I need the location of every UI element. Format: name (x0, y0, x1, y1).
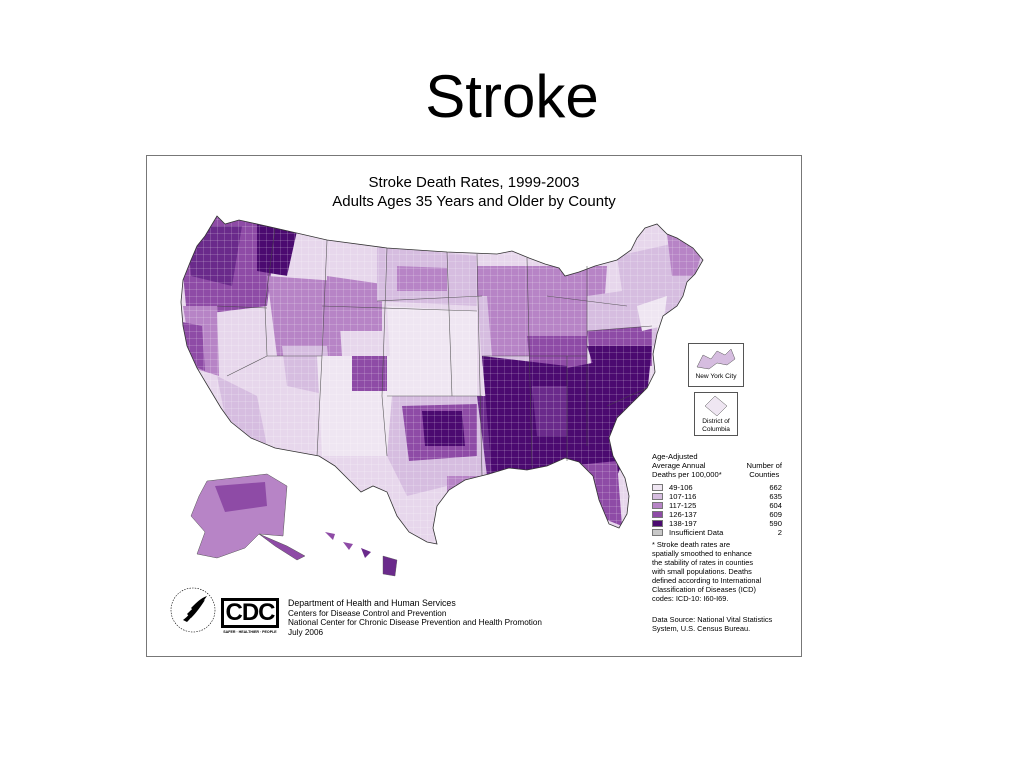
legend-count: 590 (769, 519, 782, 528)
legend-count-heading-line2: Counties (749, 470, 780, 479)
credit-line2: Centers for Disease Control and Preventi… (288, 608, 447, 618)
legend-count: 662 (769, 483, 782, 492)
data-source-note: Data Source: National Vital Statistics S… (652, 615, 773, 633)
map-title-line2: Adults Ages 35 Years and Older by County (332, 193, 616, 210)
legend-range: 49-106 (669, 483, 693, 492)
agency-credits: Department of Health and Human Services … (288, 598, 542, 637)
us-choropleth-map (180, 215, 704, 577)
legend-count: 609 (769, 510, 782, 519)
legend-heading-line3: Deaths per 100,000* (652, 470, 722, 479)
dc-inset-label-line2: Columbia (702, 426, 730, 433)
nyc-inset-label: New York City (695, 373, 737, 380)
legend-headings: Age-Adjusted Average Annual Deaths per 1… (652, 452, 782, 479)
dc-inset-label-line1: District of (702, 418, 730, 425)
cdc-logo: CDC SAFER · HEALTHIER · PEOPLE (221, 598, 279, 636)
legend-row: 49-106 662 (652, 483, 782, 492)
legend-count: 2 (777, 528, 782, 537)
map-figure: Stroke Death Rates, 1999-2003 Adults Age… (146, 155, 802, 657)
slide-title: Stroke (425, 63, 599, 130)
legend-heading-line2: Average Annual (652, 461, 706, 470)
credit-line1: Department of Health and Human Services (288, 598, 456, 608)
legend-count: 604 (769, 501, 782, 510)
alaska (190, 473, 306, 561)
legend-swatch (652, 511, 663, 518)
hhs-seal-logo (170, 587, 216, 633)
hawaii (325, 532, 398, 577)
credit-line3: National Center for Chronic Disease Prev… (288, 618, 542, 628)
state-borders (216, 227, 653, 477)
inset-district-of-columbia: District of Columbia (694, 392, 738, 436)
legend-swatch (652, 520, 663, 527)
legend-swatch (652, 529, 663, 536)
legend-count: 635 (769, 492, 782, 501)
legend-swatch (652, 484, 663, 491)
legend-row: 126-137 609 (652, 510, 782, 519)
map-title-line1: Stroke Death Rates, 1999-2003 (368, 174, 580, 191)
legend-range: 117-125 (669, 501, 697, 510)
us-outline (180, 215, 704, 545)
legend-swatch (652, 493, 663, 500)
map-legend: Age-Adjusted Average Annual Deaths per 1… (652, 452, 782, 537)
legend-range: 107-116 (669, 492, 697, 501)
legend-count-heading-line1: Number of (746, 461, 782, 470)
nyc-inset-map (696, 348, 736, 370)
legend-row: 107-116 635 (652, 492, 782, 501)
dc-inset-map (704, 395, 728, 417)
inset-new-york-city: New York City (688, 343, 744, 387)
credit-line4: July 2006 (288, 627, 324, 637)
map-title: Stroke Death Rates, 1999-2003 Adults Age… (147, 173, 801, 211)
legend-rows: 49-106 662 107-116 635 117-125 604 126-1… (652, 483, 782, 537)
cdc-wordmark: CDC (221, 598, 279, 628)
methodology-footnote: * Stroke death rates are spatially smoot… (652, 540, 762, 603)
legend-swatch (652, 502, 663, 509)
legend-range: 138-197 (669, 519, 697, 528)
legend-row: Insufficient Data 2 (652, 528, 782, 537)
cdc-tagline: SAFER · HEALTHIER · PEOPLE (223, 630, 277, 634)
legend-range: Insufficient Data (669, 528, 724, 537)
legend-row: 138-197 590 (652, 519, 782, 528)
legend-row: 117-125 604 (652, 501, 782, 510)
legend-heading-line1: Age-Adjusted (652, 452, 698, 461)
legend-range: 126-137 (669, 510, 697, 519)
